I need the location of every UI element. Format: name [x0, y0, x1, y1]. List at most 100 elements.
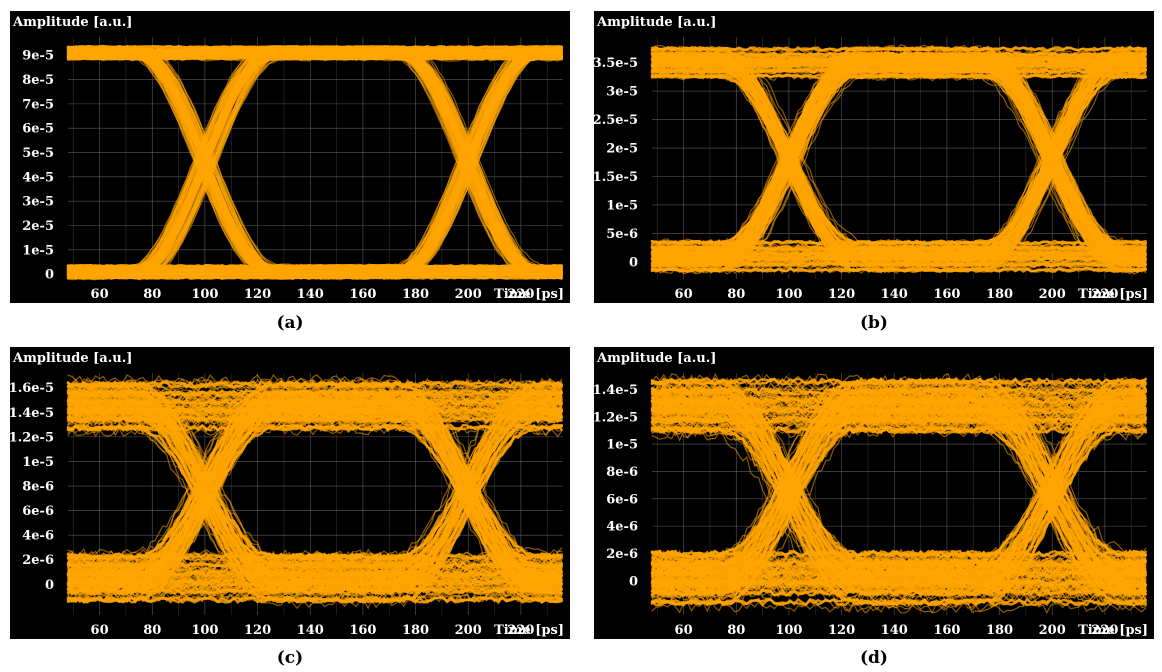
y-tick-label: 6e-5	[22, 122, 54, 137]
eye-trace	[67, 53, 563, 276]
eye-trace	[67, 53, 563, 276]
y-tick-label: 2e-5	[606, 142, 638, 157]
eye-trace	[67, 46, 563, 270]
eye-trace	[67, 52, 563, 276]
eye-trace	[67, 52, 563, 276]
eye-trace	[66, 381, 563, 561]
eye-trace	[67, 50, 563, 273]
y-tick-label: 5e-5	[22, 146, 54, 161]
eye-trace	[67, 50, 563, 274]
eye-trace	[66, 45, 563, 268]
eye-trace	[67, 52, 563, 275]
eye-trace	[67, 49, 563, 273]
eye-trace	[67, 53, 563, 276]
eye-trace	[67, 52, 563, 276]
eye-trace	[67, 46, 563, 270]
eye-traces	[66, 373, 563, 610]
x-tick-label: 60	[91, 287, 109, 302]
x-axis-label: Time [ps]	[494, 287, 564, 302]
eye-trace	[651, 58, 1147, 260]
y-tick-label: 0	[629, 574, 638, 589]
grid-lines	[68, 37, 563, 279]
eye-trace	[66, 49, 563, 273]
eye-trace	[67, 52, 563, 276]
eye-trace	[651, 53, 1147, 255]
eye-trace	[66, 397, 563, 578]
y-tick-label: 2.5e-5	[594, 113, 638, 128]
eye-trace	[650, 62, 1147, 262]
eye-trace	[651, 429, 1147, 615]
y-tick-label: 1.5e-5	[594, 170, 638, 185]
y-axis-label: Amplitude [a.u.]	[596, 15, 716, 30]
eye-trace	[67, 48, 563, 272]
eye-trace	[650, 386, 1147, 568]
eye-trace	[67, 50, 563, 274]
eye-trace	[66, 49, 563, 273]
y-tick-label: 5e-6	[606, 227, 638, 242]
eye-trace	[67, 51, 563, 274]
eye-trace	[66, 47, 563, 271]
caption-d: (d)	[860, 648, 888, 668]
eye-trace	[651, 59, 1147, 260]
eye-trace	[651, 58, 1147, 260]
eye-trace	[67, 48, 563, 272]
eye-trace	[67, 50, 563, 274]
eye-trace	[650, 396, 1147, 578]
eye-trace	[67, 47, 563, 271]
eye-traces	[650, 372, 1147, 615]
caption-a: (a)	[276, 313, 304, 333]
eye-trace	[67, 48, 563, 271]
eye-trace	[66, 398, 563, 579]
eye-trace	[67, 49, 563, 273]
x-tick-label: 120	[244, 287, 271, 302]
eye-trace	[67, 52, 563, 276]
eye-trace	[67, 53, 563, 277]
eye-trace	[67, 50, 563, 273]
eye-trace	[650, 405, 1147, 588]
eye-trace	[67, 52, 563, 276]
eye-trace	[67, 50, 563, 273]
eye-trace	[650, 51, 1147, 251]
x-tick-label: 180	[986, 287, 1013, 302]
y-tick-label: 3e-5	[606, 85, 638, 100]
eye-trace	[67, 46, 563, 270]
eye-trace	[67, 49, 563, 273]
eye-trace	[67, 52, 563, 276]
y-tick-label: 1.4e-5	[594, 383, 638, 398]
eye-trace	[651, 59, 1147, 260]
eye-trace	[67, 48, 563, 271]
eye-trace	[66, 388, 563, 570]
eye-trace	[66, 52, 563, 275]
x-tick-label: 160	[349, 287, 376, 302]
y-tick-label: 1e-5	[606, 198, 638, 213]
eye-trace	[67, 46, 563, 270]
eye-traces	[66, 44, 563, 281]
eye-trace	[67, 53, 563, 276]
x-axis-label: Time [ps]	[494, 623, 564, 638]
eye-trace	[67, 53, 563, 277]
eye-trace	[66, 423, 563, 604]
eye-trace	[67, 49, 563, 273]
eye-trace	[67, 50, 563, 273]
eye-trace	[67, 49, 563, 273]
eye-trace	[651, 51, 1147, 60]
x-tick-label: 120	[244, 623, 271, 638]
y-tick-label: 6e-6	[22, 504, 54, 519]
eye-trace	[67, 51, 563, 275]
x-tick-label: 80	[727, 287, 745, 302]
eye-trace	[67, 50, 563, 274]
x-tick-label: 60	[675, 287, 693, 302]
x-tick-label: 180	[986, 623, 1013, 638]
eye-trace	[651, 59, 1147, 260]
y-tick-label: 2e-6	[22, 553, 54, 568]
eye-trace	[67, 53, 563, 277]
eye-trace	[67, 50, 563, 273]
eye-diagram-a: 60 80 100 120 140 160 180 200 220 Time [ps] 0 1e-5 2…	[10, 11, 570, 303]
eye-trace	[67, 53, 563, 276]
eye-trace	[650, 387, 1147, 569]
y-tick-label: 1.6e-5	[10, 381, 54, 396]
eye-trace	[650, 46, 1147, 246]
